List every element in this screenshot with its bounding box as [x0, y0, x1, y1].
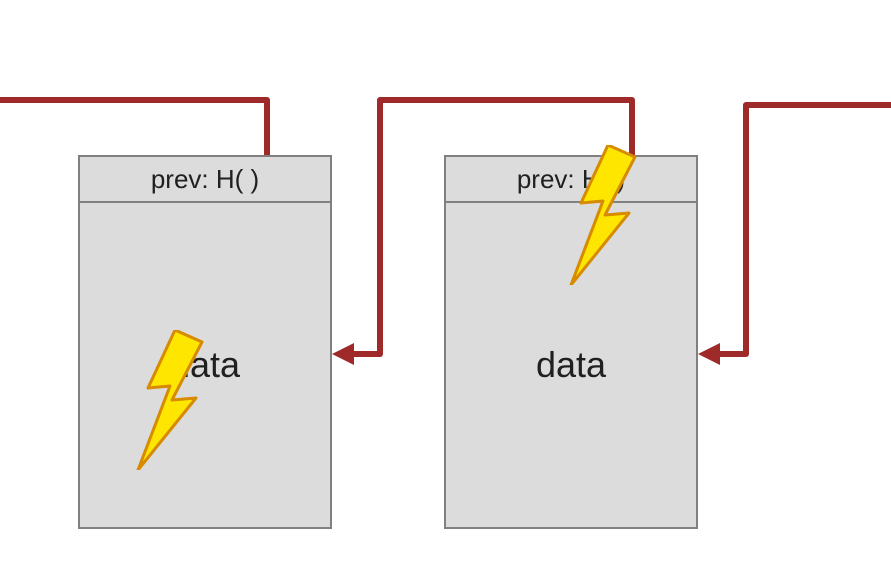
block-1-header-label: prev: H( )	[151, 164, 259, 195]
block-1-body-label: data	[170, 344, 240, 386]
block-2: prev: H( ) data	[444, 155, 698, 529]
block-1-header: prev: H( )	[80, 157, 330, 203]
block-1-body: data	[80, 203, 330, 527]
block-1: prev: H( ) data	[78, 155, 332, 529]
block-2-body-label: data	[536, 344, 606, 386]
block-2-header: prev: H( )	[446, 157, 696, 203]
block-2-body: data	[446, 203, 696, 527]
block-2-header-label: prev: H( )	[517, 164, 625, 195]
